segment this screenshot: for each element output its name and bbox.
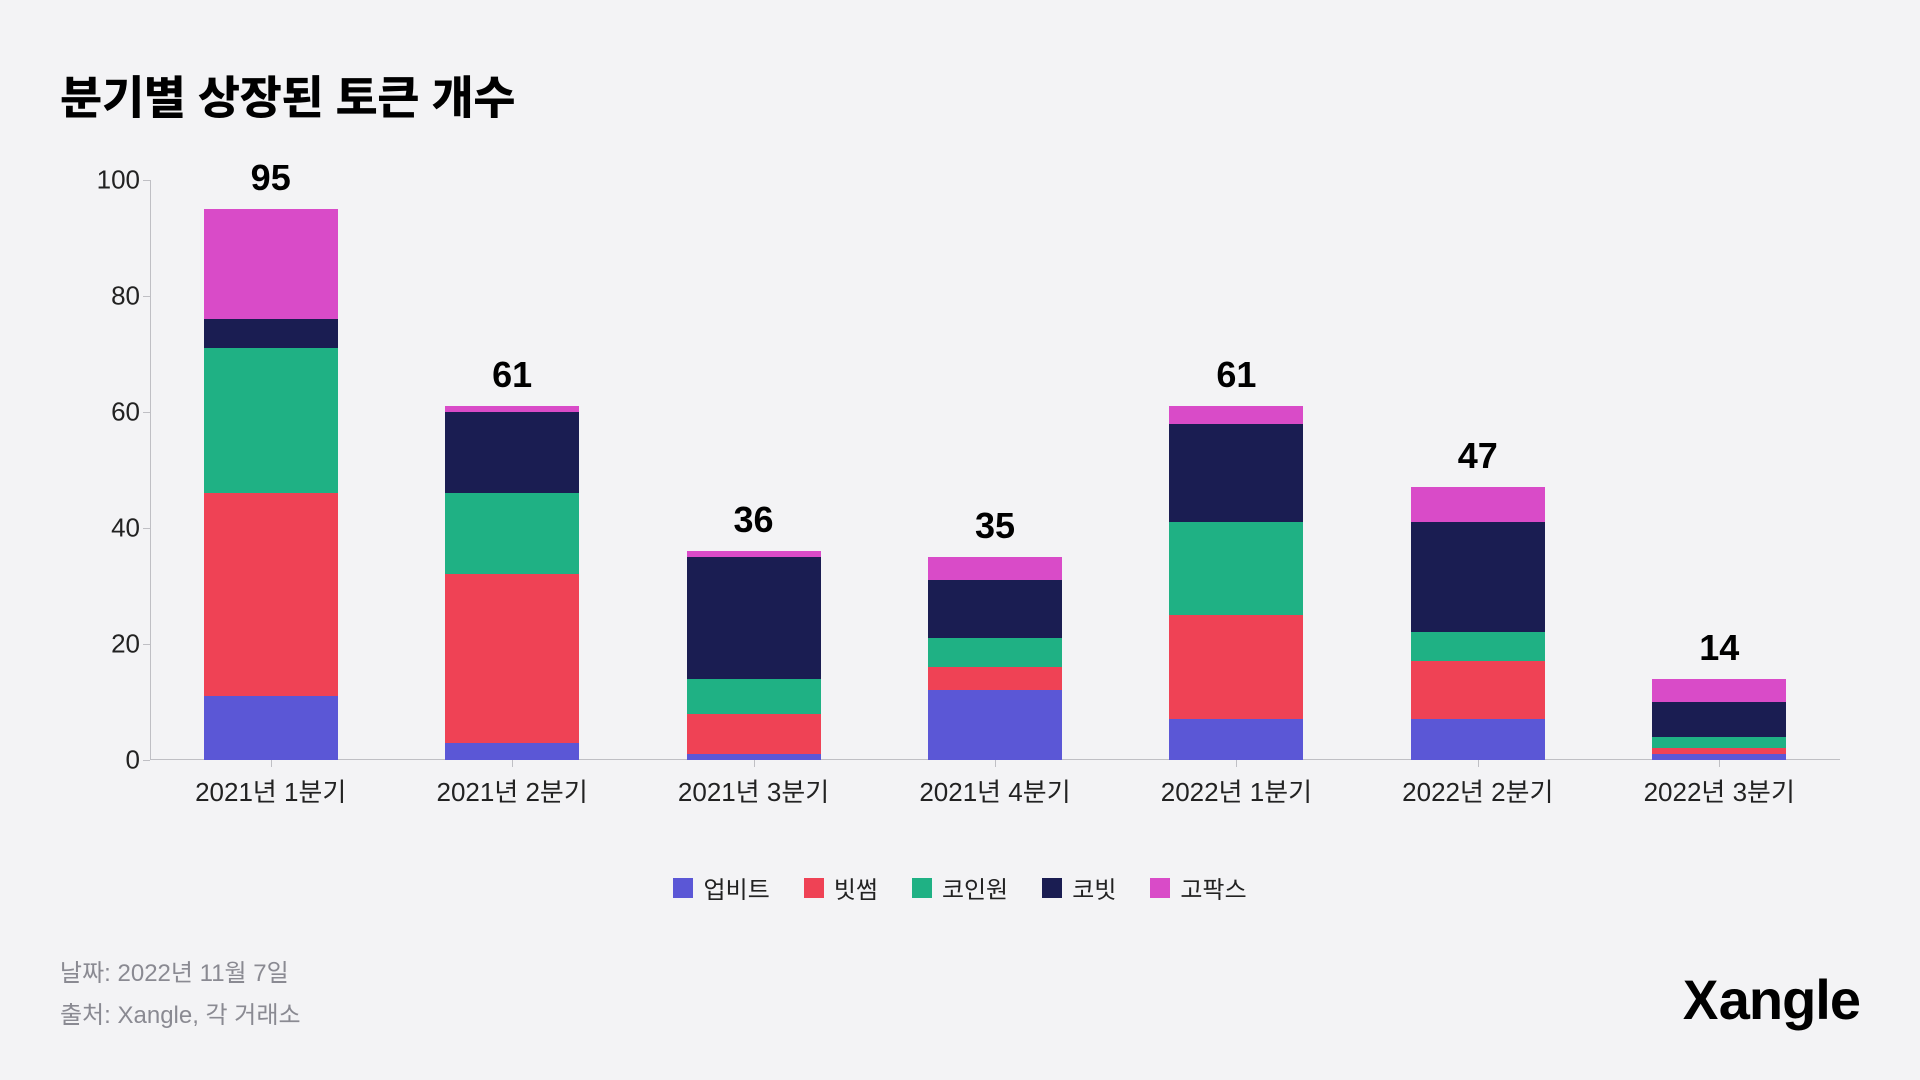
- bar-slot: 95: [150, 180, 391, 760]
- chart-title: 분기별 상장된 토큰 개수: [60, 62, 515, 128]
- bar-total-label: 47: [1458, 435, 1498, 477]
- y-tick-label: 100: [97, 165, 140, 196]
- legend-swatch-icon: [1042, 878, 1062, 898]
- bar-segment: [928, 690, 1062, 760]
- bar-segment: [1169, 719, 1303, 760]
- legend-label: 코빗: [1072, 870, 1116, 905]
- legend-item-gopax: 고팍스: [1150, 870, 1246, 905]
- legend-swatch-icon: [1150, 878, 1170, 898]
- x-tick-label: 2021년 4분기: [874, 772, 1115, 809]
- brand-logo: Xangle: [1682, 967, 1860, 1032]
- stacked-bar: 14: [1652, 679, 1786, 760]
- bar-slot: 61: [1116, 180, 1357, 760]
- bar-total-label: 61: [1216, 354, 1256, 396]
- stacked-bar: 36: [687, 551, 821, 760]
- legend-label: 코인원: [942, 870, 1008, 905]
- chart-container: 020406080100 95613635614714 2021년 1분기202…: [80, 180, 1840, 840]
- legend-item-upbit: 업비트: [673, 870, 769, 905]
- legend-swatch-icon: [673, 878, 693, 898]
- legend-item-bithumb: 빗썸: [804, 870, 878, 905]
- y-axis: 020406080100: [80, 180, 150, 760]
- bar-slot: 61: [391, 180, 632, 760]
- bar-segment: [204, 493, 338, 696]
- bar-segment: [1411, 487, 1545, 522]
- legend-label: 빗썸: [834, 870, 878, 905]
- bar-segment: [1652, 702, 1786, 737]
- bar-segment: [445, 743, 579, 760]
- bar-segment: [1169, 424, 1303, 523]
- bar-segment: [1169, 406, 1303, 423]
- x-tick-label: 2022년 3분기: [1599, 772, 1840, 809]
- bar-segment: [1169, 522, 1303, 615]
- legend-item-coinone: 코인원: [912, 870, 1008, 905]
- legend-item-korbit: 코빗: [1042, 870, 1116, 905]
- x-tick-label: 2021년 3분기: [633, 772, 874, 809]
- footer-source: 출처: Xangle, 각 거래소: [60, 995, 301, 1030]
- y-tick-label: 20: [111, 629, 140, 660]
- bar-slot: 36: [633, 180, 874, 760]
- bar-segment: [445, 574, 579, 742]
- bar-segment: [928, 638, 1062, 667]
- bar-slot: 47: [1357, 180, 1598, 760]
- legend-swatch-icon: [804, 878, 824, 898]
- x-tick-label: 2021년 1분기: [150, 772, 391, 809]
- legend: 업비트 빗썸 코인원 코빗 고팍스: [0, 870, 1920, 905]
- bar-slot: 35: [874, 180, 1115, 760]
- y-tick-label: 0: [126, 745, 140, 776]
- x-tick-label: 2021년 2분기: [391, 772, 632, 809]
- bar-segment: [445, 412, 579, 493]
- bar-total-label: 61: [492, 354, 532, 396]
- legend-swatch-icon: [912, 878, 932, 898]
- y-tick-label: 40: [111, 513, 140, 544]
- bar-segment: [928, 580, 1062, 638]
- stacked-bar: 95: [204, 209, 338, 760]
- legend-label: 고팍스: [1180, 870, 1246, 905]
- x-tick-label: 2022년 2분기: [1357, 772, 1598, 809]
- bar-segment: [204, 348, 338, 493]
- bar-segment: [204, 319, 338, 348]
- x-tick-label: 2022년 1분기: [1116, 772, 1357, 809]
- stacked-bar: 35: [928, 557, 1062, 760]
- bar-segment: [204, 209, 338, 319]
- bar-total-label: 36: [734, 499, 774, 541]
- stacked-bar: 47: [1411, 487, 1545, 760]
- bar-segment: [1411, 719, 1545, 760]
- bar-slot: 14: [1599, 180, 1840, 760]
- stacked-bar: 61: [1169, 406, 1303, 760]
- stacked-bar: 61: [445, 406, 579, 760]
- bar-segment: [928, 557, 1062, 580]
- footer-date: 날짜: 2022년 11월 7일: [60, 953, 289, 988]
- bar-segment: [1169, 615, 1303, 719]
- bar-segment: [687, 714, 821, 755]
- bar-segment: [687, 557, 821, 679]
- bar-segment: [928, 667, 1062, 690]
- bars-group: 95 61 36 35 61 47 14: [150, 180, 1840, 760]
- bar-segment: [687, 679, 821, 714]
- bar-total-label: 95: [251, 157, 291, 199]
- y-tick-label: 60: [111, 397, 140, 428]
- legend-label: 업비트: [703, 870, 769, 905]
- bar-segment: [204, 696, 338, 760]
- bar-total-label: 14: [1699, 627, 1739, 669]
- bar-segment: [1411, 661, 1545, 719]
- bar-segment: [1652, 737, 1786, 749]
- bar-segment: [1652, 679, 1786, 702]
- bar-segment: [1411, 522, 1545, 632]
- bar-segment: [1411, 632, 1545, 661]
- y-tick-label: 80: [111, 281, 140, 312]
- bar-total-label: 35: [975, 505, 1015, 547]
- x-axis-labels: 2021년 1분기2021년 2분기2021년 3분기2021년 4분기2022…: [150, 772, 1840, 809]
- bar-segment: [445, 493, 579, 574]
